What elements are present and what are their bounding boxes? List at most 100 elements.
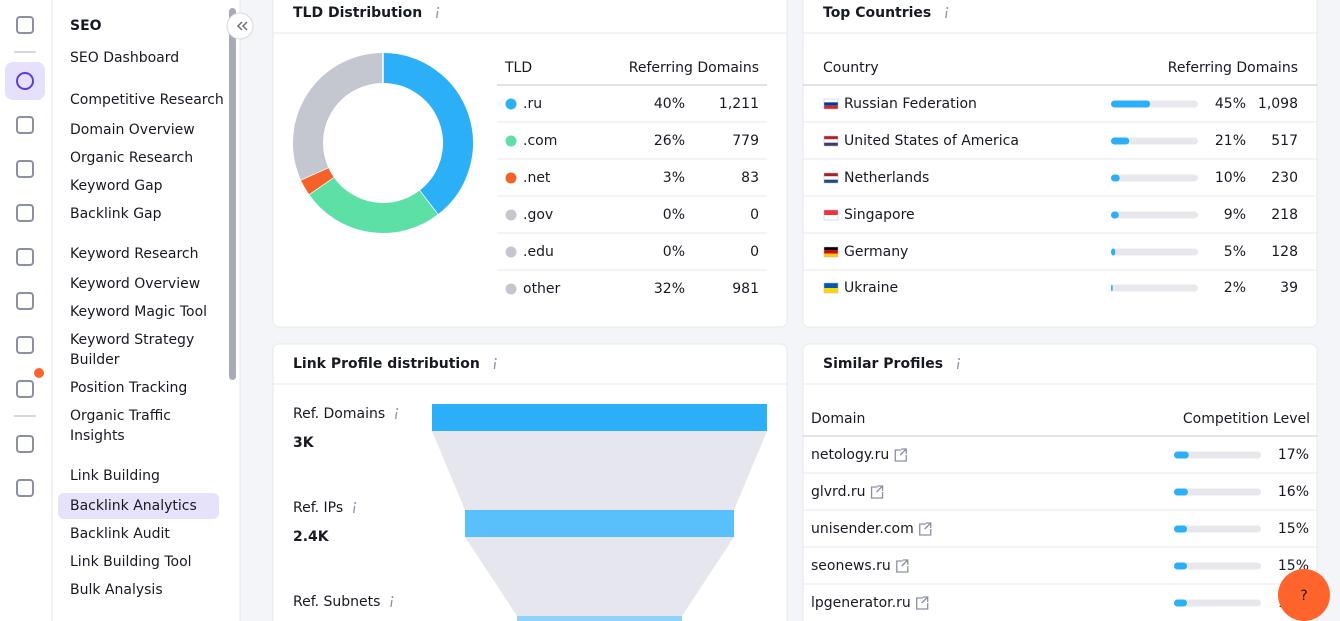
bar-track	[1111, 174, 1198, 182]
tld-name: .ru	[523, 96, 542, 112]
tld-domains: 0	[750, 244, 759, 260]
nav-item[interactable]: Backlink Gap	[70, 206, 162, 222]
country-percent: 9%	[1224, 207, 1246, 223]
active-icon-bg	[5, 62, 45, 100]
flag-border	[823, 172, 839, 184]
country-domains[interactable]: 517	[1271, 133, 1298, 149]
country-domains[interactable]: 128	[1271, 244, 1298, 260]
info-icon[interactable]	[958, 358, 961, 360]
external-link-icon[interactable]	[919, 522, 932, 536]
tld-domains[interactable]: 1,211	[719, 96, 759, 112]
nav-item[interactable]: Position Tracking	[70, 380, 187, 396]
flag	[824, 288, 838, 293]
flag-border	[823, 246, 839, 258]
info-icon[interactable]	[494, 358, 497, 360]
metric-label: Ref. Domains	[293, 406, 385, 422]
domain-link[interactable]: seonews.ru	[811, 558, 891, 574]
info-icon[interactable]	[437, 7, 440, 9]
domain-link[interactable]: lpgenerator.ru	[811, 595, 911, 611]
nav-item[interactable]: Organic Research	[70, 150, 193, 166]
nav-item[interactable]: Link Building Tool	[70, 554, 192, 570]
nav-item[interactable]: Backlink Audit	[70, 526, 170, 542]
legend-dot	[505, 209, 517, 221]
country-domains[interactable]: 39	[1280, 280, 1298, 296]
flag	[824, 210, 838, 215]
scrollbar-thumb	[229, 8, 236, 380]
competition-level: 17%	[1278, 447, 1309, 463]
card-title: Top Countries	[823, 5, 931, 21]
tld-domains[interactable]: 83	[741, 170, 759, 186]
rail-icon[interactable]	[16, 72, 34, 90]
external-link-icon[interactable]	[894, 448, 907, 462]
bar-track	[1111, 211, 1198, 219]
external-link-icon[interactable]	[870, 485, 884, 499]
rail-icon[interactable]	[16, 248, 34, 266]
info-icon[interactable]	[354, 502, 357, 504]
donut-gap	[298, 165, 331, 182]
metric-value[interactable]: 3K	[293, 435, 315, 451]
bar	[1174, 525, 1188, 533]
country-name: United States of America	[844, 133, 1019, 149]
bar-track	[1111, 137, 1198, 145]
rail-icon[interactable]	[16, 479, 34, 497]
column-header: Country	[823, 60, 879, 76]
competition-level: 15%	[1278, 521, 1309, 537]
legend-dot	[505, 246, 517, 258]
nav-item[interactable]: Keyword Gap	[70, 178, 163, 194]
info-icon[interactable]	[396, 408, 399, 410]
nav-item[interactable]: Keyword Strategy Builder	[70, 332, 199, 368]
info-icon	[390, 599, 393, 608]
external-link-icon[interactable]	[896, 559, 909, 573]
card-title: Similar Profiles	[823, 356, 943, 372]
nav-item[interactable]: Organic Traffic Insights	[70, 408, 175, 444]
metric-label: Ref. IPs	[293, 500, 343, 516]
country-domains[interactable]: 218	[1271, 207, 1298, 223]
country-domains[interactable]: 1,098	[1258, 96, 1298, 112]
info-icon[interactable]	[391, 596, 394, 598]
metric-label: Ref. Subnets	[293, 594, 380, 610]
domain-link[interactable]: netology.ru	[811, 447, 889, 463]
external-link-icon[interactable]	[916, 596, 929, 610]
rail-icon[interactable]	[16, 204, 34, 222]
country-name: Russian Federation	[844, 96, 977, 112]
bar-track	[1111, 248, 1198, 256]
info-icon	[945, 10, 948, 19]
tld-domains[interactable]: 779	[732, 133, 759, 149]
rail-icon[interactable]	[16, 292, 34, 310]
flag	[824, 176, 838, 180]
legend-dot	[505, 172, 517, 184]
nav-item[interactable]: Backlink Analytics	[70, 498, 197, 514]
rail-icon[interactable]	[16, 435, 34, 453]
tld-name: .net	[523, 170, 551, 186]
flag-border	[823, 135, 839, 147]
tld-domains[interactable]: 981	[732, 281, 759, 297]
flag	[824, 136, 838, 140]
bar	[1111, 137, 1130, 145]
info-icon	[956, 361, 960, 370]
info-icon[interactable]	[946, 7, 949, 9]
rail-icon[interactable]	[16, 160, 34, 178]
metric-value[interactable]: 2.4K	[293, 529, 330, 545]
rail-icon[interactable]	[16, 116, 34, 134]
funnel-body	[465, 537, 734, 616]
nav-item[interactable]: Keyword Overview	[70, 276, 200, 292]
nav-item[interactable]: SEO Dashboard	[70, 50, 179, 66]
domain-link[interactable]: glvrd.ru	[811, 484, 866, 500]
help-button[interactable]	[1278, 569, 1330, 621]
country-name: Netherlands	[844, 170, 929, 186]
rail-icon[interactable]	[16, 336, 34, 354]
legend-dot	[505, 135, 517, 147]
nav-item[interactable]: Bulk Analysis	[70, 582, 163, 598]
nav-item[interactable]: Keyword Magic Tool	[70, 304, 207, 320]
country-percent: 45%	[1215, 96, 1246, 112]
collapse-button[interactable]	[226, 12, 254, 40]
help-button-label[interactable]: ?	[1300, 588, 1307, 604]
rail-icon[interactable]	[16, 380, 34, 398]
flag	[824, 139, 838, 143]
domain-link[interactable]: unisender.com	[811, 521, 914, 537]
country-domains[interactable]: 230	[1271, 170, 1298, 186]
rail-icon[interactable]	[16, 16, 34, 34]
nav-item[interactable]: Domain Overview	[70, 122, 195, 138]
column-header: Domain	[811, 411, 865, 427]
notification-dot	[34, 368, 44, 378]
